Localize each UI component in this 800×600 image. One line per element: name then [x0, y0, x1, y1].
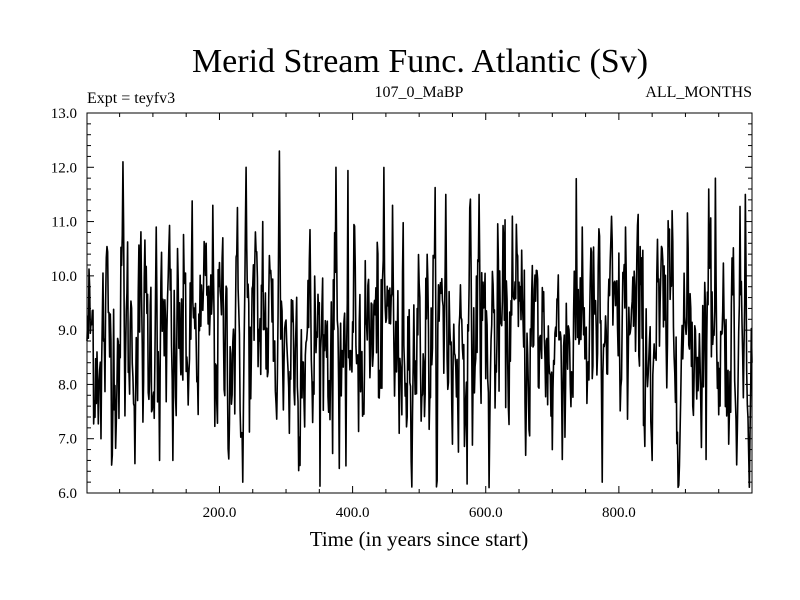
x-tick-label: 800.0	[602, 505, 636, 521]
y-tick-labels: 6.0 7.0 8.0 9.0 10.0 11.0 12.0 13.0	[51, 106, 77, 502]
plot-frame	[86, 112, 753, 494]
x-axis-label: Time (in years since start)	[310, 527, 529, 551]
experiment-label: Expt = teyfv3	[87, 90, 175, 107]
plot-area	[86, 150, 753, 489]
y-tick-label: 8.0	[58, 377, 77, 393]
x-tick-labels: 200.0 400.0 600.0 800.0	[203, 505, 636, 521]
x-tick-label: 200.0	[203, 505, 237, 521]
series-line-amoc	[86, 150, 753, 489]
y-tick-label: 10.0	[51, 269, 77, 285]
x-tick-label: 400.0	[336, 505, 370, 521]
y-tick-label: 13.0	[51, 106, 77, 122]
tick-marks	[87, 112, 752, 494]
chart-title: Merid Stream Func. Atlantic (Sv)	[192, 43, 648, 80]
y-tick-label: 9.0	[58, 323, 77, 339]
y-tick-label: 7.0	[58, 432, 77, 448]
period-label: 107_0_MaBP	[375, 84, 464, 101]
y-tick-label: 6.0	[58, 486, 77, 502]
months-label: ALL_MONTHS	[645, 84, 752, 101]
y-tick-label: 11.0	[51, 215, 77, 231]
x-tick-label: 600.0	[469, 505, 503, 521]
y-tick-label: 12.0	[51, 160, 77, 176]
